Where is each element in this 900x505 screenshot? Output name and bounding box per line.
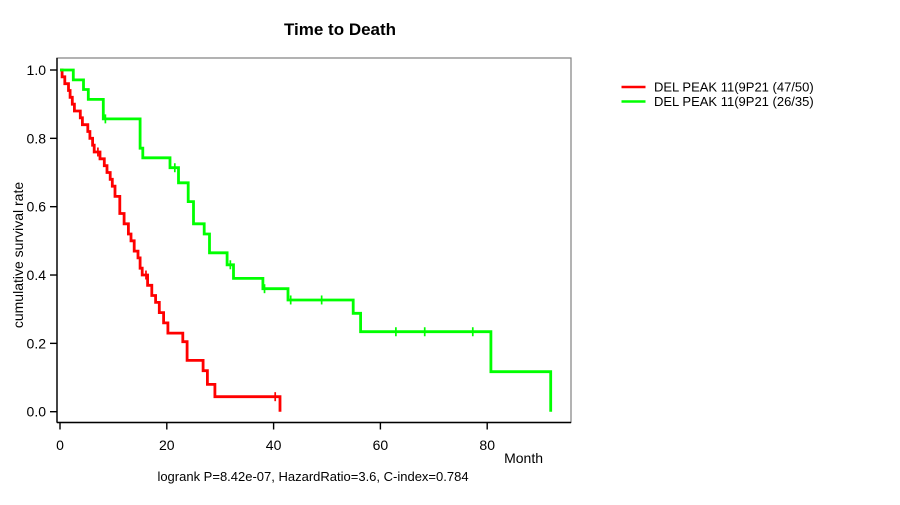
- y-tick-label: 0.6: [27, 199, 47, 215]
- y-tick-label: 1.0: [27, 62, 47, 78]
- legend-label-green-group: DEL PEAK 11(9P21 (26/35): [654, 94, 814, 109]
- x-tick-label: 80: [479, 437, 495, 453]
- y-tick-label: 0.0: [27, 404, 47, 420]
- survival-curves: [60, 68, 553, 412]
- y-axis-ticks: 0.0 0.2 0.4 0.6 0.8 1.0: [27, 62, 57, 420]
- legend-label-red-group: DEL PEAK 11(9P21 (47/50): [654, 80, 814, 95]
- survival-curve-green: [60, 68, 553, 412]
- y-tick-label: 0.2: [27, 335, 47, 351]
- x-tick-label: 40: [266, 437, 282, 453]
- stats-annotation: logrank P=8.42e-07, HazardRatio=3.6, C-i…: [157, 469, 468, 484]
- y-axis-title: cumulative survival rate: [10, 182, 26, 328]
- x-axis-ticks: 0 20 40 60 80: [56, 422, 495, 453]
- x-tick-label: 60: [373, 437, 389, 453]
- x-tick-label: 20: [159, 437, 175, 453]
- y-tick-label: 0.4: [27, 267, 47, 283]
- chart-title: Time to Death: [284, 20, 396, 39]
- legend: DEL PEAK 11(9P21 (47/50) DEL PEAK 11(9P2…: [621, 80, 814, 109]
- x-tick-label: 0: [56, 437, 64, 453]
- x-axis-title: Month: [504, 450, 543, 466]
- survival-curve-red: [60, 68, 282, 412]
- y-tick-label: 0.8: [27, 130, 47, 146]
